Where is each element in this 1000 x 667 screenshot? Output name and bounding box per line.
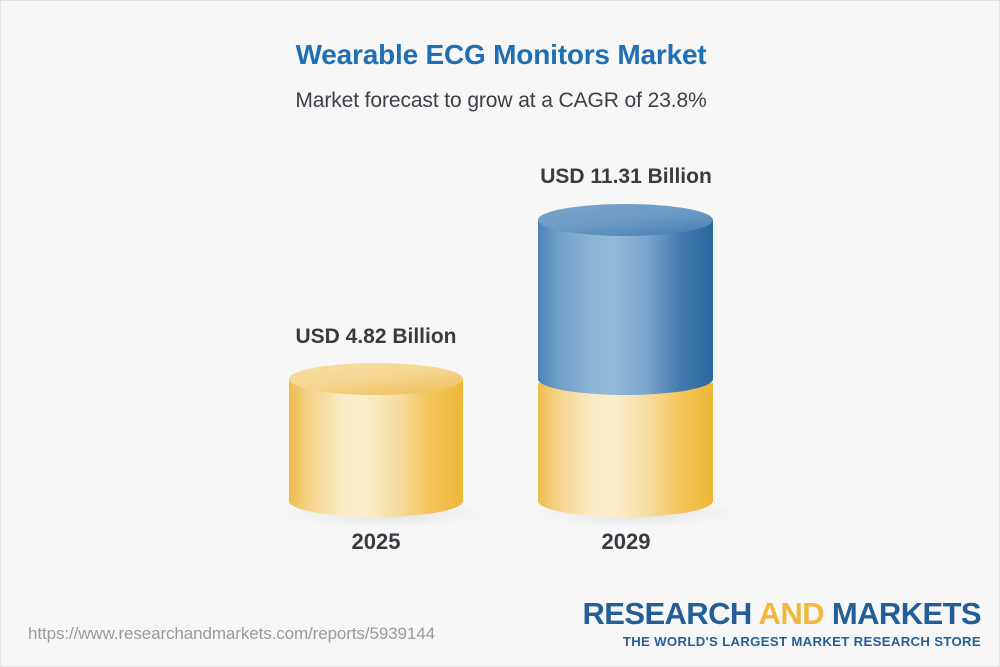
page-title: Wearable ECG Monitors Market	[295, 39, 707, 70]
cylinder-bar-chart	[281, 204, 739, 528]
bar-cylinder-2025[interactable]	[289, 363, 463, 517]
bar-2029-top-cap	[538, 204, 713, 236]
bar-cylinder-2029[interactable]	[538, 204, 713, 517]
bar-2025-body	[289, 379, 463, 517]
bar-value-label-2029: USD 11.31 Billion	[540, 165, 712, 188]
chart-subtitle: Market forecast to grow at a CAGR of 23.…	[295, 89, 707, 112]
category-label-2029: 2029	[601, 529, 651, 554]
brand-word-research: RESEARCH	[582, 595, 759, 631]
bar-2029-lower-segment	[538, 383, 713, 517]
report-url[interactable]: https://www.researchandmarkets.com/repor…	[28, 624, 435, 643]
bar-value-label-2025: USD 4.82 Billion	[295, 325, 457, 348]
chart-plot-area: USD 4.82 Billion USD 11.31 Billion 2025 …	[1, 1, 999, 601]
brand-wordmark: RESEARCH AND MARKETS	[583, 598, 982, 629]
brand-logo[interactable]: RESEARCH AND MARKETS THE WORLD'S LARGEST…	[583, 598, 982, 648]
bar-2025-top-cap	[289, 363, 463, 395]
brand-word-markets: MARKETS	[823, 595, 982, 631]
category-label-2025: 2025	[351, 529, 401, 554]
bar-2029-upper-segment	[538, 220, 713, 395]
brand-tagline: THE WORLD'S LARGEST MARKET RESEARCH STOR…	[622, 633, 981, 649]
brand-word-and: AND	[758, 595, 825, 631]
